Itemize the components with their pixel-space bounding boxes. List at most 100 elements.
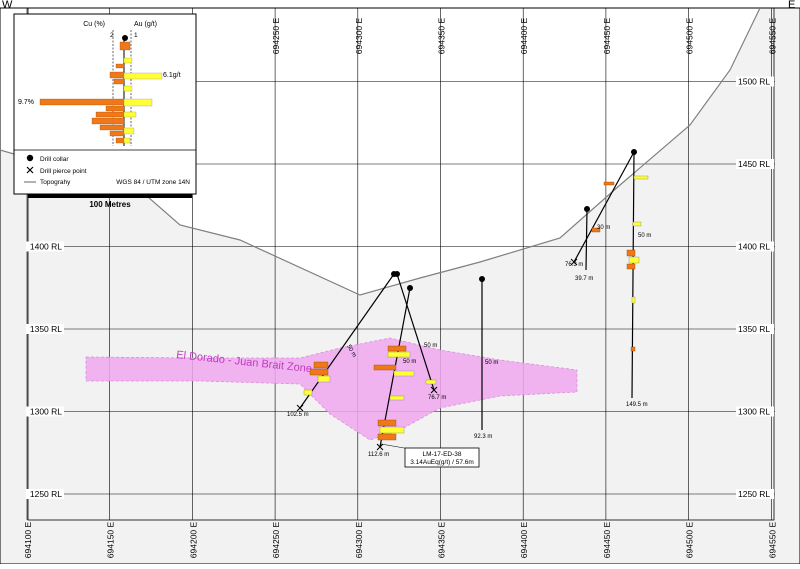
elevation-label-right: 1450 RL (738, 159, 770, 169)
inner-frame (27, 7, 775, 521)
drillhole-trace (299, 273, 395, 409)
au-bar (303, 389, 313, 396)
depth-label: 149.5 m (626, 402, 648, 408)
drillhole-trace (631, 151, 635, 399)
legend: Cu (%) Au (g/t) 2 1 (13, 13, 197, 195)
elevation-label-bg (736, 406, 774, 417)
elevation-label-bg (26, 324, 64, 334)
legend-cu-bar (95, 111, 125, 118)
drill-pierce-icon (570, 258, 578, 266)
au-bar (633, 175, 649, 180)
legend-cu-bar (115, 63, 125, 69)
elevation-label-bg (736, 159, 774, 169)
intercept-callout: LM-17-ED-38 3.14AuEq(g/t) / 57.6m (380, 443, 480, 468)
au-bar (393, 370, 415, 377)
au-bar (425, 379, 437, 385)
legend-cu-bar (91, 117, 125, 125)
drill-pierce-icon (430, 386, 438, 394)
elevation-label-bg (736, 324, 774, 334)
depth-label: 112.6 m (368, 452, 389, 458)
easting-label-top: 694400 E (519, 17, 529, 54)
easting-label-bottom: 694150 E (106, 521, 116, 558)
legend-au-bar (123, 85, 133, 92)
drill-collar-icon (584, 206, 590, 212)
elevation-label-bg (736, 241, 774, 252)
legend-topography-label: Topograhy (40, 179, 71, 186)
topography-line (0, 7, 761, 296)
easting-label-bottom: 694500 E (685, 521, 695, 558)
cu-bar (309, 368, 329, 376)
drill-collar-icon (407, 285, 413, 291)
legend-au-label: Au (g/t) (134, 21, 157, 28)
easting-label-bottom: 694450 E (602, 521, 612, 558)
au-bar (389, 395, 405, 401)
easting-label-top: 694500 E (685, 17, 695, 54)
elevation-label-bg (736, 489, 774, 499)
elevation-label-right: 1500 RL (738, 77, 770, 87)
legend-cu-label: Cu (%) (83, 21, 105, 28)
cu-bar (591, 227, 601, 233)
scale-bar-graphic (28, 194, 192, 198)
depth-label: 76.3 m (565, 262, 583, 268)
easting-label-bottom: 694100 E (23, 521, 33, 558)
cu-bar (313, 361, 329, 369)
cu-bar (373, 364, 397, 371)
legend-au-bar (123, 127, 135, 135)
legend-cu-bar (109, 71, 125, 79)
legend-au-max-bar (123, 72, 163, 80)
cu-bar (387, 345, 407, 352)
easting-label-top: 694300 E (354, 17, 364, 54)
depth-label: 39.7 m (575, 276, 593, 282)
mid-depth-label: 50 m (424, 343, 437, 349)
scale-bar-label: 100 Metres (89, 200, 131, 209)
drillholes: 102.5 m 76.7 m 112.6 m 92.3 m 76.3 m 39.… (287, 149, 651, 458)
au-bar (628, 256, 640, 264)
scale-bar: 100 Metres (28, 194, 192, 209)
depth-label: 102.5 m (287, 412, 309, 418)
legend-au-max: 6.1g/t (163, 72, 181, 79)
legend-au-bar (123, 98, 153, 107)
legend-au-bar (123, 137, 131, 144)
elevation-label-right: 1400 RL (738, 242, 770, 252)
easting-label-top: 694250 E (271, 17, 281, 54)
mineralized-zone (85, 337, 578, 441)
cu-bar (626, 249, 636, 257)
cu-bar (377, 433, 397, 441)
legend-cu-bar (115, 137, 125, 144)
elevation-label-left: 1350 RL (30, 324, 62, 334)
au-bar (387, 351, 411, 358)
drill-collar-icon (479, 276, 485, 282)
au-bar (631, 296, 636, 304)
easting-label-top: 694550 E (767, 17, 777, 54)
elevation-label-bg (26, 406, 64, 417)
grid-labels: 694100 E 694150 E 694200 E 694250 E 694250 E… (23, 17, 777, 558)
legend-collar-icon (122, 35, 128, 41)
drill-collar-icon (394, 271, 400, 277)
east-label: E (788, 0, 795, 11)
drill-pierce-icon (26, 166, 34, 174)
cu-bar (603, 181, 615, 186)
mid-depth-label: 50 m (638, 233, 651, 239)
drill-collar-icon (631, 149, 637, 155)
cu-bar (377, 419, 397, 427)
mid-depth-label: 30 m (597, 225, 610, 231)
au-bar (632, 221, 642, 227)
legend-cu-max: 9.7% (18, 99, 34, 106)
cu-bar (630, 346, 636, 352)
elevation-label-bg (26, 241, 64, 252)
elevation-label-bg (26, 489, 64, 499)
easting-label-bottom: 694300 E (354, 521, 364, 558)
easting-label-top: 694450 E (602, 17, 612, 54)
easting-label-bottom: 694400 E (519, 521, 529, 558)
elevation-label-right: 1250 RL (738, 489, 770, 499)
legend-cu-max-bar (39, 98, 125, 106)
elevation-label-left: 1300 RL (30, 407, 62, 417)
easting-label-bottom: 694200 E (188, 521, 198, 558)
ground-area (0, 8, 800, 564)
drill-pierce-icon (376, 443, 384, 451)
mid-depth-label: 50 m (345, 344, 357, 359)
easting-label-bottom: 694550 E (767, 521, 777, 558)
elevation-label-left: 1250 RL (30, 489, 62, 499)
elevation-label-right: 1350 RL (738, 324, 770, 334)
